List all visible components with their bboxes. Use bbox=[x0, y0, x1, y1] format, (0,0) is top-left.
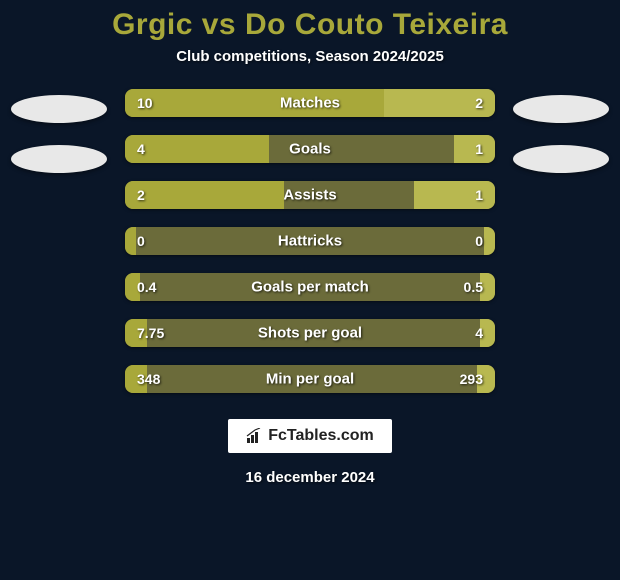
stat-value-left: 4 bbox=[137, 141, 145, 157]
player-oval-left-2 bbox=[11, 145, 107, 173]
stat-label: Matches bbox=[280, 95, 340, 112]
stat-label: Hattricks bbox=[278, 233, 342, 250]
stat-row: 7.75 4 Shots per goal bbox=[125, 319, 495, 347]
stat-value-left: 2 bbox=[137, 187, 145, 203]
stat-bar-right bbox=[484, 227, 495, 255]
player-oval-right-1 bbox=[513, 95, 609, 123]
stat-row: 2 1 Assists bbox=[125, 181, 495, 209]
stat-row: 348 293 Min per goal bbox=[125, 365, 495, 393]
stat-value-left: 7.75 bbox=[137, 325, 164, 341]
title: Grgic vs Do Couto Teixeira bbox=[112, 8, 508, 42]
stat-label: Goals per match bbox=[251, 279, 369, 296]
brand-text: FcTables.com bbox=[268, 427, 374, 445]
stat-value-right: 4 bbox=[475, 325, 483, 341]
stat-value-right: 1 bbox=[475, 141, 483, 157]
stat-row: 10 2 Matches bbox=[125, 89, 495, 117]
stat-row: 4 1 Goals bbox=[125, 135, 495, 163]
stat-label: Assists bbox=[283, 187, 336, 204]
stat-value-right: 0.5 bbox=[464, 279, 483, 295]
brand-box: FcTables.com bbox=[228, 419, 392, 453]
stat-bar-left bbox=[125, 89, 384, 117]
comparison-infographic: Grgic vs Do Couto Teixeira Club competit… bbox=[0, 0, 620, 580]
stat-row: 0.4 0.5 Goals per match bbox=[125, 273, 495, 301]
stat-value-right: 0 bbox=[475, 233, 483, 249]
stat-value-right: 2 bbox=[475, 95, 483, 111]
stats-area: 10 2 Matches 4 1 Goals 2 1 Assists 0 0 Hattricks 0.4… bbox=[0, 89, 620, 393]
stat-bar-left bbox=[125, 135, 269, 163]
stat-bar-left bbox=[125, 227, 136, 255]
player-oval-right-2 bbox=[513, 145, 609, 173]
stat-value-left: 0 bbox=[137, 233, 145, 249]
stat-bars: 10 2 Matches 4 1 Goals 2 1 Assists 0 0 Hattricks 0.4… bbox=[125, 89, 495, 393]
right-ovals bbox=[513, 95, 609, 173]
date: 16 december 2024 bbox=[245, 469, 374, 486]
stat-value-right: 1 bbox=[475, 187, 483, 203]
stat-row: 0 0 Hattricks bbox=[125, 227, 495, 255]
stat-label: Goals bbox=[289, 141, 331, 158]
stat-bar-left bbox=[125, 181, 284, 209]
stat-label: Min per goal bbox=[266, 371, 354, 388]
left-ovals bbox=[11, 95, 107, 173]
stat-value-left: 348 bbox=[137, 371, 160, 387]
stat-value-left: 0.4 bbox=[137, 279, 156, 295]
stat-label: Shots per goal bbox=[258, 325, 362, 342]
subtitle: Club competitions, Season 2024/2025 bbox=[176, 48, 444, 65]
chart-icon bbox=[246, 428, 262, 444]
stat-value-left: 10 bbox=[137, 95, 153, 111]
stat-value-right: 293 bbox=[460, 371, 483, 387]
player-oval-left-1 bbox=[11, 95, 107, 123]
